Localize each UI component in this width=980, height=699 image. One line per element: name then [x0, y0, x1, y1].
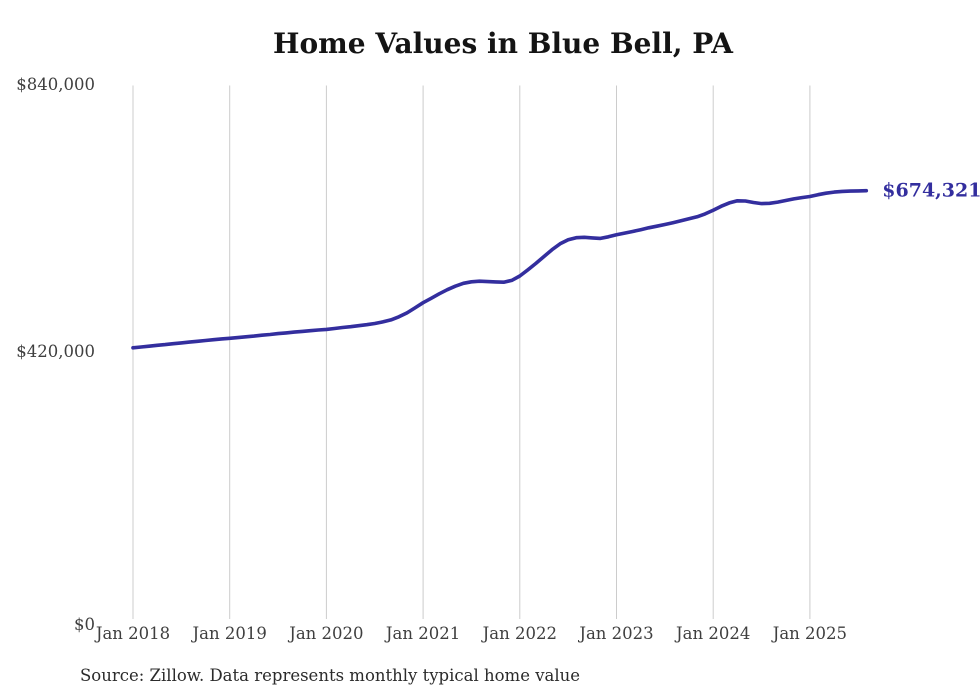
x-tick-label: Jan 2021 — [385, 624, 461, 643]
chart-title: Home Values in Blue Bell, PA — [273, 27, 733, 60]
x-tick-label: Jan 2024 — [676, 624, 751, 643]
source-note: Source: Zillow. Data represents monthly … — [80, 666, 581, 685]
home-value-line — [131, 188, 869, 350]
x-tick-label: Jan 2025 — [772, 624, 848, 643]
y-tick-label: $420,000 — [16, 341, 95, 361]
y-tick-label: $840,000 — [16, 74, 95, 94]
x-tick-label: Jan 2020 — [289, 624, 364, 643]
x-tick-label: Jan 2022 — [482, 624, 557, 643]
x-tick-label: Jan 2019 — [192, 624, 267, 643]
y-tick-label: $0 — [74, 614, 95, 634]
x-tick-label: Jan 2023 — [579, 624, 654, 643]
latest-value-label: $674,321 — [882, 179, 980, 202]
x-tick-label: Jan 2018 — [95, 624, 171, 643]
